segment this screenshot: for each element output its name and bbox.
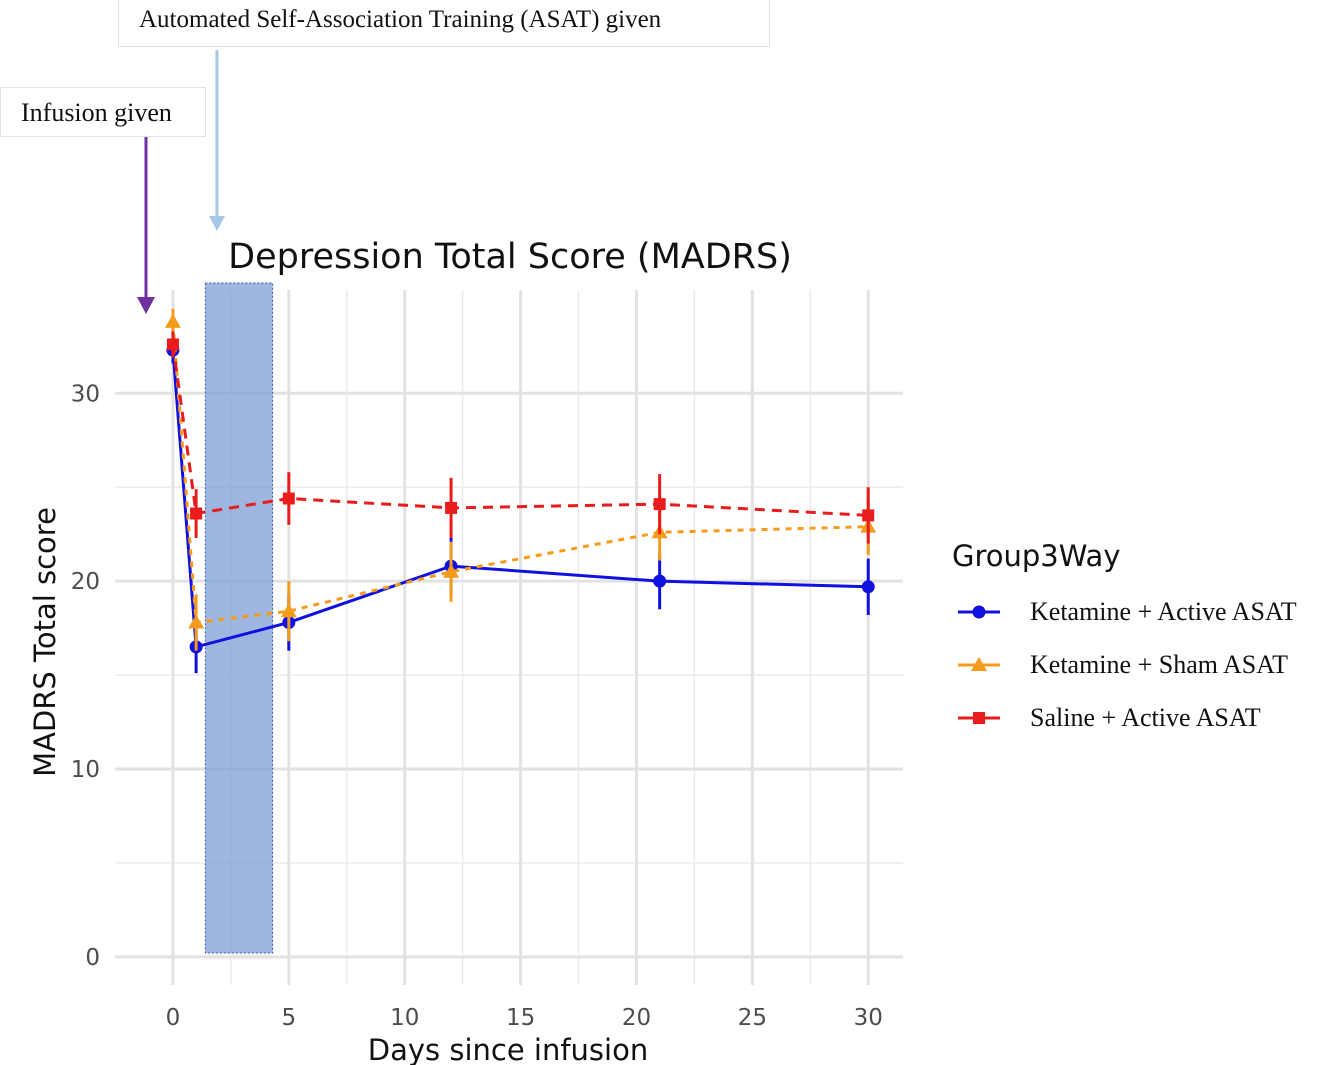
legend-key-marker [971,657,987,671]
annotation-arrows [137,50,225,314]
legend-key-marker [972,605,986,619]
x-tick-label: 5 [282,1005,297,1031]
y-tick-label: 30 [71,381,100,407]
legend-item: Ketamine + Active ASAT [958,597,1297,626]
series-line [171,349,869,649]
y-axis-label: MADRS Total score [28,507,62,777]
asat-annotation-label: Automated Self-Association Training (ASA… [139,6,662,33]
data-point [280,603,297,618]
grid [115,290,903,985]
infusion-annotation-label: Infusion given [21,98,172,127]
data-point [653,498,666,511]
series-line [171,321,869,625]
infusion-arrow-head [137,297,155,314]
series-triangle [164,308,877,651]
asat-window-band [204,282,274,954]
series-line [171,344,869,517]
asat-window-layer [204,282,274,954]
chart-title: Depression Total Score (MADRS) [228,237,792,277]
data-point [862,509,875,522]
data-point [653,574,667,588]
data-point [164,313,181,328]
legend-key-marker [973,712,985,724]
asat-arrow-head [209,216,225,231]
legend: Group3Way Ketamine + Active ASAT Ketamine… [952,539,1297,732]
legend-item: Ketamine + Sham ASAT [958,650,1288,679]
infusion-annotation: Infusion given [0,87,206,137]
x-tick-label: 25 [738,1005,767,1031]
data-point [166,338,179,351]
y-tick-label: 10 [71,757,100,783]
data-point [190,507,203,520]
series-layer [164,308,877,674]
data-point [861,580,875,594]
legend-title: Group3Way [952,539,1121,573]
legend-item-label: Saline + Active ASAT [1030,703,1261,732]
legend-item: Saline + Active ASAT [958,703,1261,732]
tick-labels: 0 5 10 15 20 25 30 0 10 20 30 [71,381,883,1031]
x-tick-label: 15 [506,1005,535,1031]
y-tick-label: 0 [85,945,100,971]
x-tick-label: 20 [622,1005,651,1031]
x-tick-label: 30 [854,1005,883,1031]
data-point [445,501,458,514]
x-tick-label: 10 [390,1005,419,1031]
data-point [443,563,460,578]
asat-annotation: Automated Self-Association Training (ASA… [118,0,770,47]
x-axis-label: Days since infusion [368,1033,648,1065]
data-point [188,614,205,629]
series-square [166,331,875,544]
legend-item-label: Ketamine + Active ASAT [1030,597,1297,626]
x-tick-label: 0 [166,1005,181,1031]
legend-item-label: Ketamine + Sham ASAT [1030,650,1288,679]
y-tick-label: 20 [71,569,100,595]
data-point [282,492,295,505]
